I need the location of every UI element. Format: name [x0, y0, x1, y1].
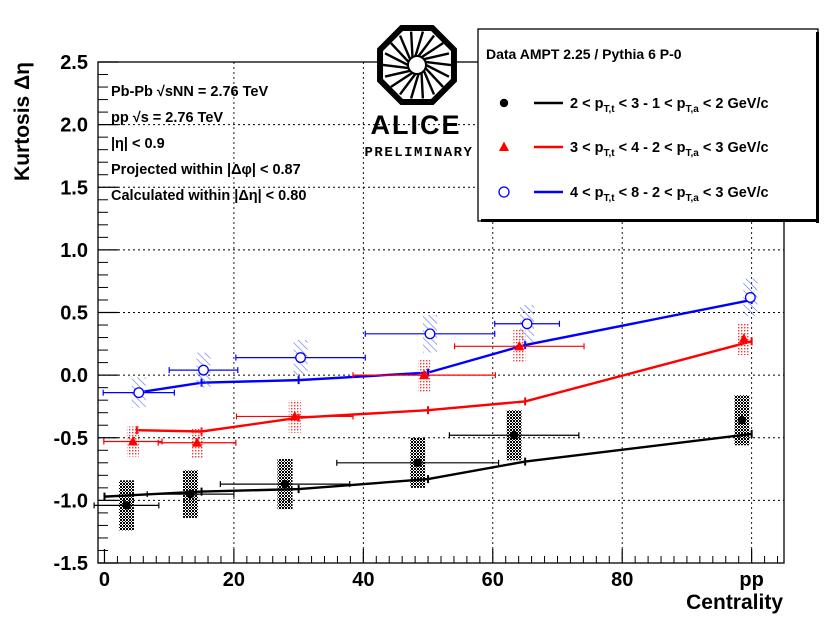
legend-marker: [499, 141, 509, 151]
info-line: Pb-Pb √sNN = 2.76 TeV: [111, 84, 268, 100]
data-point: [186, 489, 195, 499]
model-line: [136, 340, 752, 433]
axis-tick-labels: 2.5 2.0 1.5 1.0 0.5 0.0 -0.5 -1.0 -1.5 0 20 40 60 80 p…: [54, 52, 764, 591]
x-tick-label: 80: [611, 569, 633, 591]
y-tick-label: 1.0: [60, 240, 88, 262]
legend-label: 2 < pT,t < 3 - 1 < pT,a < 2 GeV/c: [570, 96, 769, 115]
alice-logo-mark: [377, 25, 457, 105]
logo-spoke: [414, 31, 425, 57]
logo-spoke: [390, 42, 410, 63]
data-point: [514, 340, 525, 351]
legend-header: Data AMPT 2.25 / Pythia 6 P-0: [486, 46, 682, 62]
y-tick-label: -1.0: [54, 490, 88, 512]
logo-spoke: [398, 35, 412, 60]
info-line: pp √s = 2.76 TeV: [111, 110, 223, 126]
data-point: [521, 318, 533, 330]
data-point: [133, 387, 145, 399]
info-line: |η| < 0.9: [111, 136, 165, 152]
logo-spoke: [420, 42, 444, 59]
logo-spoke: [409, 31, 414, 58]
data-point: [289, 410, 300, 421]
legend-label: 3 < pT,t < 4 - 2 < pT,a < 3 GeV/c: [570, 140, 769, 159]
data-point: [737, 416, 747, 425]
logo-spoke: [384, 69, 411, 78]
x-tick-label: 0: [99, 569, 110, 591]
data-point: [738, 333, 749, 343]
data-point: [424, 328, 436, 340]
data-markers: [122, 292, 756, 510]
alice-logo-subtitle: PRELIMINARY: [365, 145, 474, 161]
logo-spoke: [424, 67, 444, 88]
alice-logo-text: ALICE: [371, 110, 462, 140]
logo-spoke: [420, 72, 425, 99]
logo-spoke: [399, 73, 417, 96]
model-line: [136, 298, 752, 394]
data-point: [122, 501, 131, 510]
logo-spoke: [382, 63, 409, 70]
legend-box: [477, 28, 819, 222]
data-point: [419, 369, 430, 380]
data-point: [127, 436, 138, 446]
x-axis-title: Centrality: [686, 591, 783, 614]
logo-spoke: [425, 60, 452, 67]
logo-spoke: [422, 70, 436, 95]
logo-spoke: [417, 34, 435, 57]
logo-hub: [407, 55, 427, 75]
y-tick-label: 0.0: [60, 365, 88, 387]
info-text: Pb-Pb √sNN = 2.76 TeV pp √s = 2.76 TeV |…: [111, 84, 306, 204]
data-point: [744, 292, 756, 303]
y-tick-label: 0.5: [60, 303, 88, 325]
y-tick-label: 1.5: [60, 177, 88, 199]
logo-spoke: [384, 52, 409, 67]
data-point: [198, 364, 209, 376]
logo-spoke: [425, 63, 450, 78]
y-tick-label: -0.5: [54, 428, 88, 450]
x-tick-label: pp: [739, 569, 763, 591]
data-point: [295, 352, 307, 364]
x-tick-label: 20: [223, 569, 245, 591]
x-tick-label: 40: [352, 569, 374, 591]
axis-ticks: [98, 61, 779, 564]
y-tick-label: 2.5: [60, 52, 88, 74]
data-point: [280, 479, 290, 489]
legend-marker: [498, 186, 510, 198]
data-point: [509, 431, 519, 440]
alice-logo: ALICE PRELIMINARY: [365, 25, 474, 161]
y-tick-label: -1.5: [54, 553, 88, 575]
logo-spoke: [409, 73, 420, 99]
data-point: [413, 458, 422, 467]
error-bars: [93, 320, 585, 509]
systematic-bands: [118, 278, 758, 531]
x-tick-label: 60: [482, 569, 504, 591]
legend-marker: [499, 98, 509, 108]
logo-spoke: [423, 52, 450, 61]
data-point: [192, 437, 203, 447]
logo-spoke: [390, 71, 414, 88]
legend-label: 4 < pT,t < 8 - 2 < pT,a < 3 GeV/c: [570, 185, 769, 204]
y-axis-title: Kurtosis Δη: [11, 62, 34, 181]
info-line: Calculated within |Δη| < 0.80: [111, 188, 306, 204]
info-line: Projected within |Δφ| < 0.87: [111, 162, 301, 178]
y-tick-label: 2.0: [60, 115, 88, 137]
legend: Data AMPT 2.25 / Pythia 6 P-0 2 < pT,t <…: [477, 28, 819, 223]
